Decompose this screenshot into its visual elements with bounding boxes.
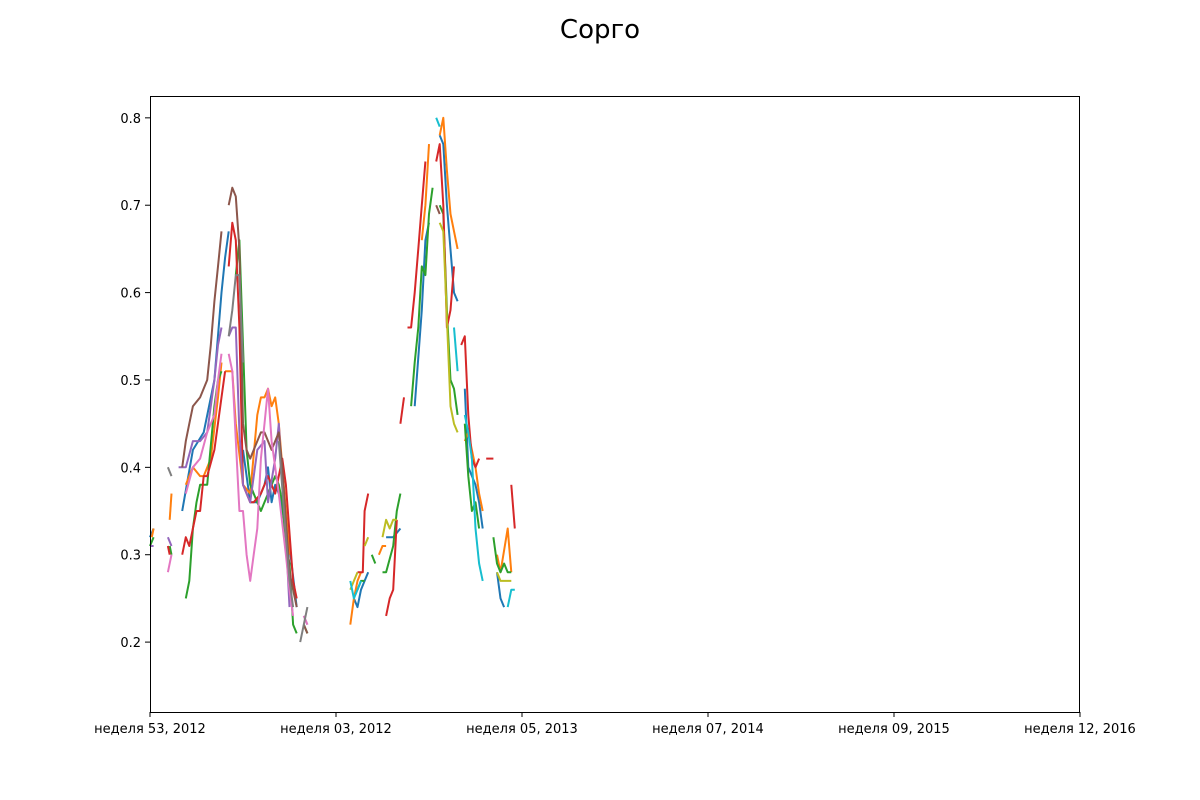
series-4-segment-6 xyxy=(399,397,405,424)
series-9-segment-2 xyxy=(363,536,370,547)
series-3-segment-2 xyxy=(168,545,173,555)
series-10-segment-2 xyxy=(435,117,441,127)
series-1-segment-2 xyxy=(181,231,230,512)
series-7-segment-3 xyxy=(227,353,295,617)
series-8-segment-1 xyxy=(166,466,173,477)
series-3-segment-7 xyxy=(370,554,377,564)
series-7-segment-1 xyxy=(166,554,173,573)
series-2-segment-7 xyxy=(420,144,430,241)
series-4-segment-5 xyxy=(385,519,398,617)
series-6-segment-1 xyxy=(181,231,223,468)
series-3-segment-11 xyxy=(463,423,481,529)
series-9-segment-5 xyxy=(496,571,512,582)
series-5-segment-2 xyxy=(166,536,173,547)
x-tick-label-6: неделя 12, 2016 xyxy=(1024,722,1136,737)
series-5-segment-4 xyxy=(227,326,291,608)
x-tick-label-1: неделя 53, 2012 xyxy=(94,722,206,737)
y-axis: 0.2 0.3 0.4 0.5 0.6 0.7 0.8 xyxy=(120,112,150,651)
series-2-segment-5 xyxy=(349,571,362,625)
x-tick-label-2: неделя 03, 2012 xyxy=(280,722,392,737)
series-10-segment-1 xyxy=(349,580,362,600)
x-tick-label-3: неделя 05, 2013 xyxy=(466,722,578,737)
series-3-segment-8 xyxy=(382,493,402,574)
series-10-segment-3 xyxy=(453,327,459,372)
series-7-segment-2 xyxy=(184,353,223,494)
x-axis: неделя 53, 2012 неделя 03, 2012 неделя 05,… xyxy=(94,712,1136,737)
series-1-segment-9 xyxy=(496,572,506,608)
x-tick-label-4: неделя 07, 2014 xyxy=(652,722,764,737)
series-6-segment-2 xyxy=(227,186,298,608)
series-4-segment-2 xyxy=(181,371,227,555)
series-10-segment-5 xyxy=(506,588,515,608)
series-6-segment-4 xyxy=(435,204,441,215)
y-tick-label-1: 0.2 xyxy=(120,636,141,651)
series-8-segment-4 xyxy=(299,606,309,643)
y-tick-label-3: 0.4 xyxy=(120,461,141,476)
series-9-segment-3 xyxy=(381,518,397,538)
series-2-segment-3 xyxy=(184,362,223,486)
series-1-segment-7 xyxy=(438,134,459,302)
series-2-segment-2 xyxy=(168,493,173,520)
series-4-segment-3 xyxy=(227,221,298,599)
y-tick-label-7: 0.8 xyxy=(120,112,141,127)
series-9-segment-4 xyxy=(438,222,459,433)
series-1-segment-4 xyxy=(352,571,370,609)
y-tick-label-2: 0.3 xyxy=(120,549,141,564)
series-8-segment-2 xyxy=(227,274,244,363)
series-4-segment-9 xyxy=(460,335,481,469)
series-1-segment-8 xyxy=(463,388,484,529)
series-8-segment-3 xyxy=(277,441,295,608)
y-tick-label-6: 0.7 xyxy=(120,199,141,214)
series-2-segment-6 xyxy=(377,545,387,556)
chart-title: Сорго xyxy=(560,15,640,45)
series-4-segment-1 xyxy=(166,545,171,555)
y-tick-label-4: 0.5 xyxy=(120,374,141,389)
series-10-segment-4 xyxy=(463,414,484,582)
series-2-segment-8 xyxy=(438,116,459,250)
series-2-segment-10 xyxy=(496,527,513,574)
series-3-segment-12 xyxy=(492,537,512,574)
plot-lines xyxy=(149,116,516,643)
series-3-segment-9 xyxy=(410,187,434,407)
x-tick-label-5: неделя 09, 2015 xyxy=(838,722,950,737)
series-4-segment-4 xyxy=(357,493,370,574)
plot-area-frame xyxy=(150,96,1080,713)
series-2-segment-1 xyxy=(150,528,155,538)
series-4-segment-7 xyxy=(407,161,427,329)
y-tick-label-5: 0.6 xyxy=(120,287,141,302)
series-4-segment-11 xyxy=(510,484,516,529)
